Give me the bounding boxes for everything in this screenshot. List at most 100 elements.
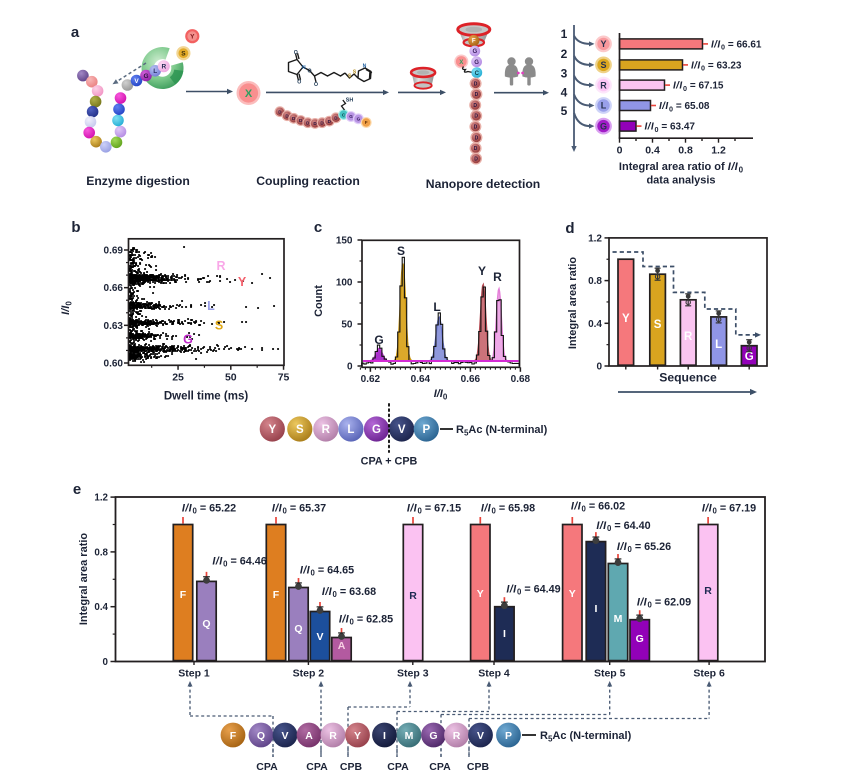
- svg-text:G: G: [357, 117, 361, 122]
- svg-text:I/I0 = 67.15: I/I0 = 67.15: [407, 503, 461, 516]
- svg-text:Q: Q: [257, 730, 265, 742]
- svg-text:V: V: [281, 730, 288, 742]
- svg-text:A: A: [338, 640, 346, 652]
- svg-text:CPA: CPA: [256, 761, 278, 773]
- svg-text:Step 4: Step 4: [478, 668, 510, 680]
- svg-text:V: V: [398, 424, 406, 436]
- svg-text:D: D: [474, 114, 478, 120]
- svg-text:data analysis: data analysis: [646, 175, 715, 187]
- svg-text:SH: SH: [346, 98, 354, 104]
- svg-text:0: 0: [103, 657, 109, 668]
- svg-text:R: R: [329, 730, 337, 742]
- svg-text:50: 50: [225, 371, 237, 383]
- svg-text:V: V: [477, 730, 484, 742]
- svg-text:D: D: [475, 135, 479, 141]
- svg-text:CPB: CPB: [340, 761, 363, 773]
- svg-text:25: 25: [172, 371, 184, 383]
- svg-text:0.4: 0.4: [94, 602, 108, 613]
- svg-text:V: V: [134, 78, 139, 85]
- svg-text:Y: Y: [569, 588, 576, 600]
- svg-text:CPA: CPA: [306, 761, 328, 773]
- svg-text:Q: Q: [202, 618, 210, 630]
- svg-text:I/I0 = 62.85: I/I0 = 62.85: [339, 614, 393, 627]
- svg-text:G: G: [183, 333, 193, 347]
- svg-text:I/I0 = 64.49: I/I0 = 64.49: [506, 584, 560, 597]
- svg-text:I/I0 = 67.15: I/I0 = 67.15: [673, 81, 724, 93]
- svg-text:0.66: 0.66: [104, 283, 124, 294]
- svg-text:S: S: [215, 319, 223, 333]
- svg-text:V: V: [316, 631, 323, 643]
- svg-text:R5Ac (N-terminal): R5Ac (N-terminal): [540, 730, 632, 743]
- svg-text:2: 2: [561, 47, 568, 61]
- svg-text:R: R: [161, 64, 166, 71]
- svg-text:S: S: [348, 74, 352, 80]
- svg-text:O: O: [297, 80, 301, 86]
- svg-text:CPA: CPA: [429, 761, 451, 773]
- svg-text:S: S: [353, 70, 357, 76]
- svg-text:e: e: [73, 481, 81, 498]
- svg-text:Integral area ratio of I/I0: Integral area ratio of I/I0: [619, 161, 744, 174]
- svg-text:100: 100: [336, 278, 353, 289]
- svg-text:O: O: [314, 82, 318, 88]
- svg-text:S: S: [600, 60, 606, 70]
- svg-text:Dwell time (ms): Dwell time (ms): [164, 391, 249, 403]
- svg-text:0.63: 0.63: [104, 321, 124, 332]
- svg-text:L: L: [433, 300, 440, 314]
- svg-text:N: N: [302, 65, 306, 71]
- svg-text:R: R: [409, 590, 417, 602]
- svg-text:N: N: [363, 64, 367, 70]
- svg-text:0.69: 0.69: [104, 245, 124, 256]
- svg-text:I/I0 = 64.40: I/I0 = 64.40: [596, 520, 650, 533]
- svg-text:I/I0 = 65.08: I/I0 = 65.08: [659, 101, 710, 113]
- svg-text:D: D: [292, 116, 296, 121]
- svg-text:D: D: [306, 120, 310, 125]
- svg-text:0.4: 0.4: [588, 319, 602, 330]
- svg-text:R: R: [453, 730, 461, 742]
- svg-text:Nanopore detection: Nanopore detection: [426, 177, 540, 191]
- svg-text:I/I0 = 66.61: I/I0 = 66.61: [711, 40, 762, 52]
- svg-text:I/I0 = 63.68: I/I0 = 63.68: [322, 586, 376, 599]
- svg-text:Y: Y: [354, 730, 361, 742]
- svg-text:CPA + CPB: CPA + CPB: [361, 456, 418, 468]
- svg-text:Integral area ratio: Integral area ratio: [78, 533, 90, 626]
- svg-text:75: 75: [278, 371, 290, 383]
- svg-text:150: 150: [336, 236, 353, 247]
- svg-text:G: G: [600, 121, 607, 131]
- svg-text:G: G: [143, 73, 148, 80]
- svg-text:D: D: [474, 125, 478, 131]
- svg-text:L: L: [715, 339, 722, 351]
- svg-text:Step 5: Step 5: [594, 668, 626, 680]
- svg-text:G: G: [636, 633, 644, 645]
- svg-text:S: S: [296, 424, 304, 436]
- svg-text:G: G: [372, 424, 381, 436]
- svg-text:I/I0 = 63.23: I/I0 = 63.23: [691, 61, 742, 73]
- svg-text:0: 0: [596, 362, 602, 373]
- svg-text:Enzyme digestion: Enzyme digestion: [86, 174, 190, 188]
- svg-text:C: C: [342, 112, 346, 117]
- svg-text:X: X: [245, 88, 253, 100]
- svg-text:D: D: [474, 156, 478, 162]
- svg-text:D: D: [473, 103, 477, 109]
- svg-text:I/I0 = 65.26: I/I0 = 65.26: [617, 541, 671, 554]
- svg-text:Y: Y: [478, 264, 486, 278]
- svg-text:R: R: [322, 424, 331, 436]
- svg-text:I: I: [383, 730, 386, 742]
- svg-text:1.2: 1.2: [588, 234, 602, 245]
- svg-text:R: R: [684, 331, 693, 343]
- svg-text:I: I: [594, 603, 597, 615]
- svg-text:a: a: [71, 24, 80, 41]
- svg-text:S: S: [654, 319, 662, 331]
- svg-text:0.62: 0.62: [361, 374, 381, 385]
- svg-text:Q: Q: [294, 623, 302, 635]
- svg-text:1: 1: [561, 27, 568, 41]
- svg-text:b: b: [71, 219, 80, 236]
- svg-text:D: D: [334, 116, 338, 121]
- svg-text:D: D: [474, 81, 478, 87]
- svg-text:S: S: [181, 51, 186, 58]
- svg-text:R: R: [704, 585, 712, 597]
- svg-text:L: L: [153, 68, 157, 75]
- svg-text:I/I0 = 64.46: I/I0 = 64.46: [212, 556, 266, 569]
- svg-text:G: G: [745, 351, 754, 363]
- svg-text:Step 6: Step 6: [693, 668, 725, 680]
- svg-text:0.64: 0.64: [411, 374, 431, 385]
